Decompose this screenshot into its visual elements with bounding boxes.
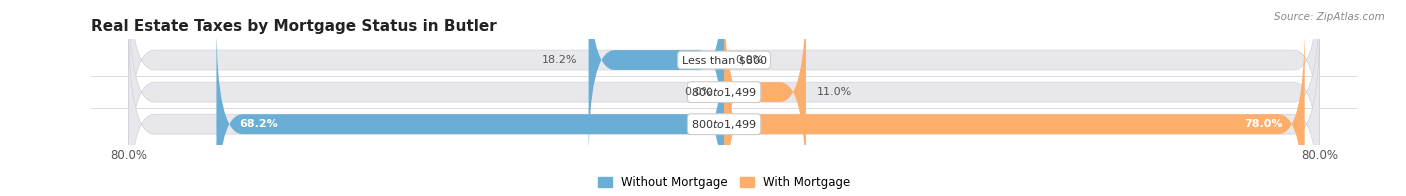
Text: $800 to $1,499: $800 to $1,499 — [692, 118, 756, 131]
Text: 68.2%: 68.2% — [239, 119, 277, 129]
Text: 0.0%: 0.0% — [685, 87, 713, 97]
Text: 18.2%: 18.2% — [541, 55, 578, 65]
FancyBboxPatch shape — [724, 0, 806, 194]
FancyBboxPatch shape — [128, 0, 1320, 162]
FancyBboxPatch shape — [589, 0, 724, 162]
Text: 0.0%: 0.0% — [735, 55, 763, 65]
FancyBboxPatch shape — [128, 0, 1320, 194]
Text: 78.0%: 78.0% — [1244, 119, 1282, 129]
Legend: Without Mortgage, With Mortgage: Without Mortgage, With Mortgage — [593, 172, 855, 194]
Text: Real Estate Taxes by Mortgage Status in Butler: Real Estate Taxes by Mortgage Status in … — [91, 19, 498, 34]
FancyBboxPatch shape — [724, 22, 1305, 196]
FancyBboxPatch shape — [128, 22, 1320, 196]
Text: Source: ZipAtlas.com: Source: ZipAtlas.com — [1274, 12, 1385, 22]
FancyBboxPatch shape — [217, 22, 724, 196]
Text: $800 to $1,499: $800 to $1,499 — [692, 86, 756, 99]
Text: 11.0%: 11.0% — [817, 87, 852, 97]
Text: Less than $800: Less than $800 — [682, 55, 766, 65]
